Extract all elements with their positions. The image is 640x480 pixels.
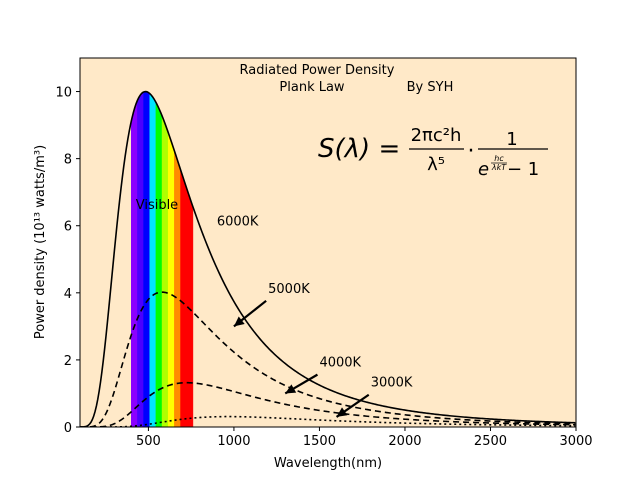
series-line-4000K [80, 381, 576, 427]
visible-band-strip [143, 91, 151, 427]
x-tick-label: 1000 [217, 434, 250, 449]
visible-band-strip [167, 132, 175, 427]
formula-den2-tail: − 1 [507, 159, 539, 180]
formula-den2-base: e [478, 159, 489, 180]
annotation-arrow-head [233, 316, 245, 327]
visible-band-strip [161, 115, 169, 427]
x-tick-label: 1500 [303, 434, 336, 449]
formula-num1: 2πc²h [411, 125, 462, 146]
chart-subtitle: Plank Law [279, 80, 345, 95]
formula-num2: 1 [506, 129, 517, 150]
annotation-6000K: 6000K [217, 215, 259, 230]
formula-dot: · [468, 139, 475, 164]
annotation-arrow-head [285, 384, 297, 394]
y-tick-label: 4 [64, 287, 72, 302]
chart-title: Radiated Power Density [240, 63, 395, 78]
annotation-arrow-head [336, 407, 348, 417]
annotation-4000K: 4000K [319, 356, 361, 371]
y-tick-label: 6 [64, 220, 72, 235]
x-tick-label: 2000 [388, 434, 421, 449]
formula-lhs: S(λ) = [318, 134, 400, 164]
y-tick-label: 8 [64, 153, 72, 168]
annotation-5000K: 5000K [268, 282, 310, 297]
visible-band-strip [131, 100, 138, 427]
visible-band-strip [149, 92, 157, 427]
y-tick-label: 0 [64, 421, 72, 436]
y-tick-label: 2 [64, 354, 72, 369]
y-tick-label: 10 [55, 86, 72, 101]
visible-band-label: Visible [136, 198, 178, 213]
formula-den1: λ⁵ [427, 154, 445, 175]
series-line-5000K [80, 291, 576, 427]
series-line-6000K [80, 90, 576, 427]
x-axis: 500 1000 1500 2000 2500 3000 [136, 427, 593, 449]
visible-band-strip [137, 91, 144, 427]
visible-band-strip [174, 150, 181, 427]
visible-band-strip [180, 169, 188, 427]
plot-frame [79, 57, 577, 428]
x-tick-label: 2500 [474, 434, 507, 449]
formula-den2-exp: hc [494, 154, 504, 163]
formula-den2-exp-den: λkT [491, 163, 507, 172]
visible-band-strip [155, 102, 163, 427]
series-group [80, 90, 576, 427]
chart-author: By SYH [407, 80, 454, 95]
x-tick-label: 500 [136, 434, 161, 449]
x-tick-label: 3000 [559, 434, 592, 449]
annotations: 6000K 5000K 4000K 3000K [217, 215, 413, 418]
planck-formula: S(λ) = 2πc²h λ⁵ · 1 e hc λkT − 1 [318, 125, 548, 180]
y-axis-title: Power density (10¹³ watts/m³) [33, 145, 48, 339]
y-axis: 0 2 4 6 8 10 [55, 86, 80, 436]
annotation-3000K: 3000K [371, 376, 413, 391]
x-axis-title: Wavelength(nm) [274, 456, 382, 471]
